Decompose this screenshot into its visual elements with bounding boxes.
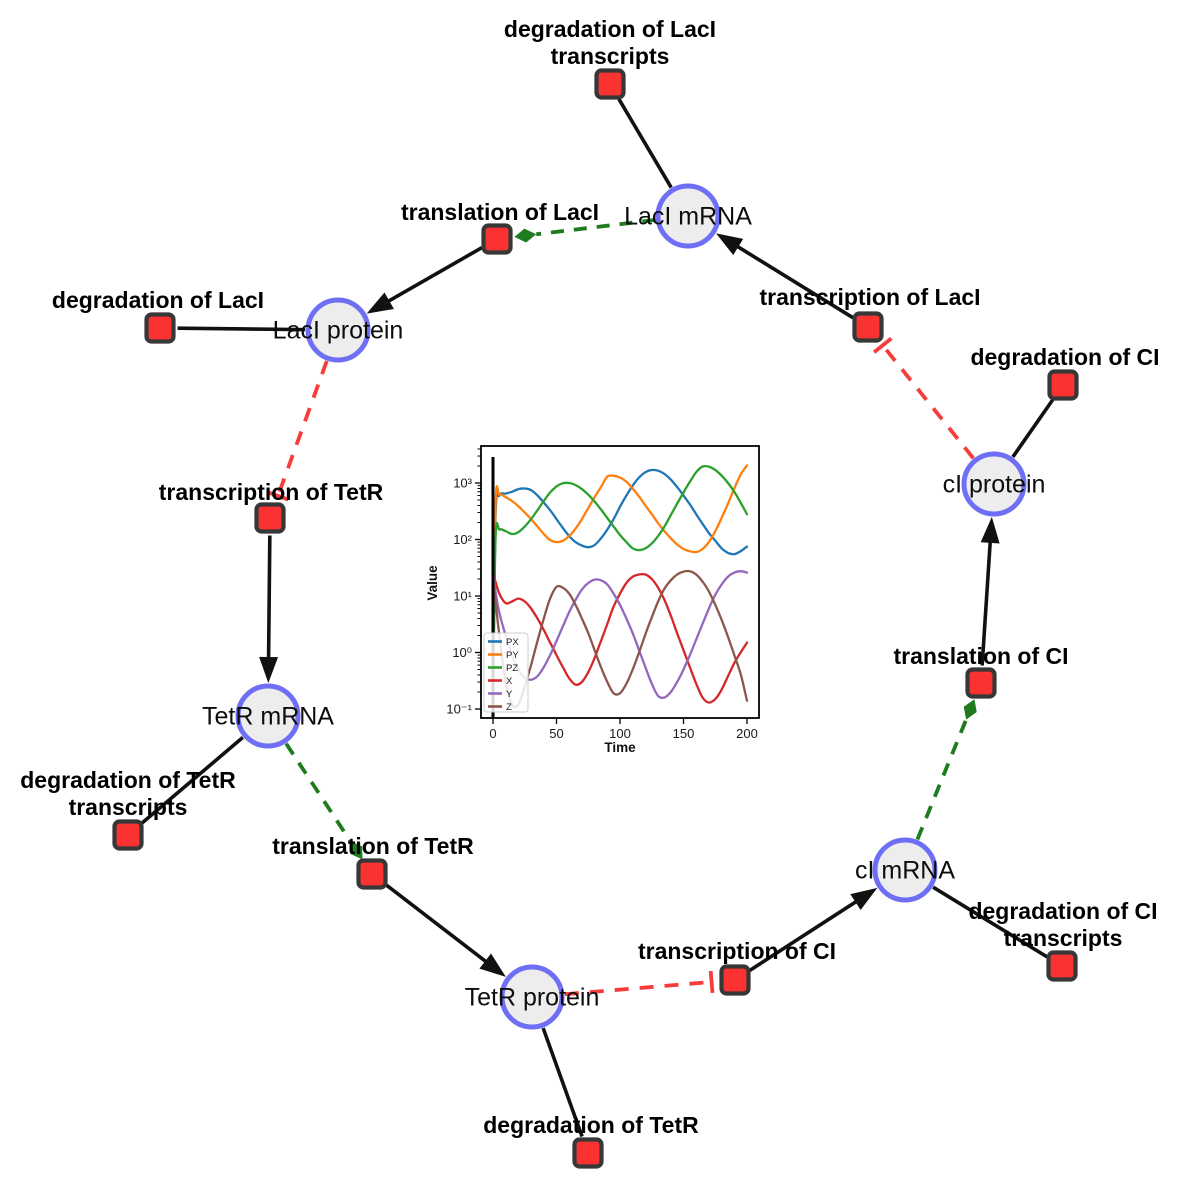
chart-background [425,425,775,770]
edge-laci-protein-to-transcription-tetr [276,360,329,497]
reaction-node-translation-ci[interactable] [965,667,997,699]
reaction-label-deg-tetr-transcripts: transcripts [69,794,188,820]
edge-transcription-tetr-to-tetr-mrna-arrowhead-icon [259,656,279,684]
species-label-ci-protein: cI protein [943,471,1046,499]
reaction-node-transcription-ci[interactable] [719,964,751,996]
labels-layer: LacI mRNA LacI protein TetR mRNA TetR prote… [20,16,1159,1138]
edge-translation-laci-to-laci-protein [378,246,483,309]
reaction-label-deg-ci-transcripts: transcripts [1004,925,1123,951]
series-line-PZ [491,464,749,716]
legend-label-PZ: PZ [506,663,518,674]
reaction-node-deg-tetr[interactable] [572,1137,604,1169]
edge-tetr-mrna-to-translation-tetr-diamond-icon [350,841,363,860]
x-axis-title: Time [604,740,636,755]
species-label-tetr-protein: TetR protein [465,984,600,1012]
edge-ci-protein-to-transcription-laci [881,344,975,460]
edge-transcription-ci-to-ci-mrna-arrowhead-icon [850,887,878,911]
y-tick-label: 10⁰ [452,645,472,660]
inset-chart: 0 50 100 150 200 10⁻¹ 10⁰ 10¹ 10² 10³ Time Value PX P… [425,425,775,770]
edge-translation-tetr-to-tetr-protein [384,883,496,970]
species-label-tetr-mrna: TetR mRNA [202,703,334,731]
x-tick-label: 50 [549,726,563,741]
reaction-label-translation-ci: translation of CI [893,643,1068,669]
series-line-Y [491,570,749,700]
species-node-ci-mrna[interactable] [872,837,938,903]
reaction-label-transcription-ci: transcription of CI [638,938,836,964]
reaction-label-deg-ci: degradation of CI [970,344,1159,370]
reaction-node-deg-tetr-transcripts[interactable] [112,819,144,851]
edge-laci-mrna-to-translation-laci [535,218,656,237]
edge-ci-mrna-to-translation-ci-diamond-icon [963,699,977,720]
reaction-node-deg-ci-transcripts[interactable] [1046,950,1078,982]
x-tick-label: 100 [609,726,631,741]
edge-laci-protein-to-deg-laci [177,326,306,332]
species-node-tetr-protein[interactable] [499,964,565,1030]
legend-label-Y: Y [506,689,513,700]
series-line-Z [491,569,749,709]
edges-layer [140,98,1055,1138]
reaction-label-transcription-laci: transcription of LacI [759,284,980,310]
nodes-layer [112,68,1079,1169]
reaction-node-translation-tetr[interactable] [356,858,388,890]
edge-tetr-protein-to-transcription-ci-tee-icon [708,970,715,994]
species-node-ci-protein[interactable] [961,451,1027,517]
edge-laci-mrna-to-deg-laci-transcripts [617,98,673,189]
reaction-label-translation-laci: translation of LacI [401,199,599,225]
edge-translation-laci-to-laci-protein-arrowhead-icon [366,292,394,314]
species-label-ci-mrna: cI mRNA [855,857,955,885]
reaction-node-deg-laci[interactable] [144,312,176,344]
series-line-PX [491,468,749,716]
species-label-laci-mrna: LacI mRNA [624,203,752,231]
chart-series-group [491,464,749,716]
reaction-label-deg-laci-transcripts: transcripts [551,43,670,69]
y-tick-label: 10² [453,532,472,547]
y-tick-label: 10³ [453,476,472,491]
reaction-node-deg-ci[interactable] [1047,369,1079,401]
reaction-label-deg-tetr-transcripts: degradation of TetR [20,767,236,793]
x-tick-label: 200 [736,726,758,741]
reaction-label-deg-laci: degradation of LacI [52,287,264,313]
edge-laci-mrna-to-translation-laci-diamond-icon [514,228,537,243]
reaction-node-transcription-laci[interactable] [852,311,884,343]
x-tick-label: 150 [673,726,695,741]
edge-translation-ci-to-ci-protein [980,531,993,666]
series-line-PY [491,464,749,716]
y-axis-title: Value [425,565,440,601]
reaction-label-transcription-tetr: transcription of TetR [159,479,384,505]
reaction-label-deg-tetr: degradation of TetR [483,1112,699,1138]
x-tick-label: 0 [489,726,496,741]
edge-ci-mrna-to-translation-ci [915,718,968,841]
species-label-laci-protein: LacI protein [273,317,404,345]
legend-label-X: X [506,676,513,687]
edge-ci-protein-to-transcription-laci-tee-icon [872,336,893,354]
edge-transcription-laci-to-laci-mrna [727,239,855,320]
edge-transcription-ci-to-ci-mrna [748,894,867,973]
species-node-laci-protein[interactable] [305,297,371,363]
reaction-label-deg-ci-transcripts: degradation of CI [968,898,1157,924]
edge-transcription-tetr-to-tetr-mrna [266,535,272,669]
y-tick-label: 10⁻¹ [446,702,472,717]
edge-translation-tetr-to-tetr-protein-arrowhead-icon [479,953,506,977]
reaction-label-deg-laci-transcripts: degradation of LacI [504,16,716,42]
legend-label-PY: PY [506,650,519,661]
edge-laci-protein-to-transcription-tetr-tee-icon [267,490,289,502]
edge-tetr-protein-to-deg-tetr [541,1027,584,1138]
legend-label-PX: PX [506,637,519,648]
species-node-tetr-mrna[interactable] [235,683,301,749]
reaction-node-translation-laci[interactable] [481,223,513,255]
edge-ci-mrna-to-deg-ci-transcripts [932,885,1049,959]
edge-tetr-mrna-to-deg-tetr-transcripts [140,736,245,826]
edge-tetr-mrna-to-translation-tetr [284,742,352,843]
reaction-node-transcription-tetr[interactable] [254,502,286,534]
edge-transcription-laci-to-laci-mrna-arrowhead-icon [716,233,744,256]
y-tick-label: 10¹ [453,589,472,604]
reaction-node-deg-laci-transcripts[interactable] [594,68,626,100]
legend-label-Z: Z [506,702,512,713]
species-node-laci-mrna[interactable] [655,183,721,249]
edge-ci-protein-to-deg-ci [1011,398,1055,458]
edge-translation-ci-to-ci-protein-arrowhead-icon [980,516,1000,544]
reaction-label-translation-tetr: translation of TetR [272,833,474,859]
